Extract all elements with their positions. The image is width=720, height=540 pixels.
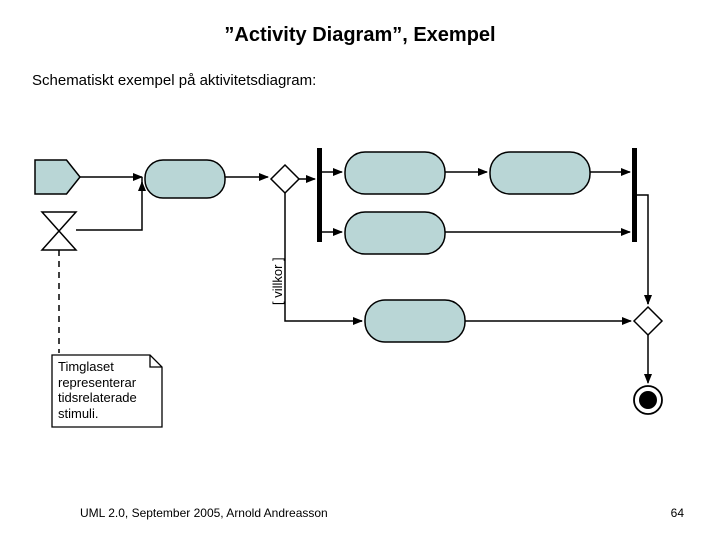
note-line: representerar (58, 375, 156, 391)
activity-node (345, 212, 445, 254)
activity-node (145, 160, 225, 198)
footer-text: UML 2.0, September 2005, Arnold Andreass… (80, 506, 328, 520)
page-number: 64 (671, 506, 684, 520)
activity-node (490, 152, 590, 194)
note-line: Timglaset (58, 359, 156, 375)
decision-node (634, 307, 662, 335)
page-title: ”Activity Diagram”, Exempel (0, 24, 720, 47)
activity-node (365, 300, 465, 342)
accept-event (35, 160, 80, 194)
decision-node (271, 165, 299, 193)
note-box: Timglaset representerar tidsrelaterade s… (58, 359, 156, 421)
sync-bar (632, 148, 637, 242)
flow-arrow (76, 177, 142, 230)
flow-arrow (285, 193, 362, 321)
condition-label: [ villkor ] (270, 257, 285, 305)
subtitle: Schematiskt exempel på aktivitetsdiagram… (32, 72, 316, 89)
note-line: stimuli. (58, 406, 156, 422)
flow-arrow (637, 195, 648, 304)
note-line: tidsrelaterade (58, 390, 156, 406)
activity-node (345, 152, 445, 194)
sync-bar (317, 148, 322, 242)
